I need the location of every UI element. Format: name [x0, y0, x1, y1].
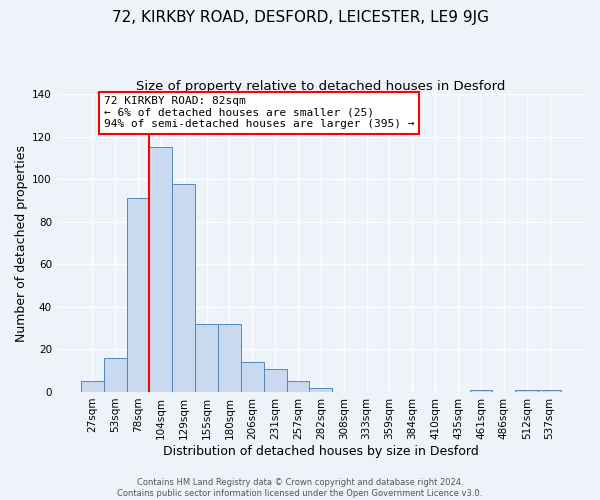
Bar — [287, 382, 310, 392]
Bar — [127, 198, 149, 392]
Bar — [310, 388, 332, 392]
Y-axis label: Number of detached properties: Number of detached properties — [15, 144, 28, 342]
Bar — [241, 362, 264, 392]
Bar — [149, 148, 172, 392]
Text: 72 KIRKBY ROAD: 82sqm
← 6% of detached houses are smaller (25)
94% of semi-detac: 72 KIRKBY ROAD: 82sqm ← 6% of detached h… — [104, 96, 414, 130]
Bar — [470, 390, 493, 392]
Bar — [172, 184, 195, 392]
Text: 72, KIRKBY ROAD, DESFORD, LEICESTER, LE9 9JG: 72, KIRKBY ROAD, DESFORD, LEICESTER, LE9… — [112, 10, 488, 25]
Bar — [81, 382, 104, 392]
Title: Size of property relative to detached houses in Desford: Size of property relative to detached ho… — [136, 80, 506, 93]
Bar — [538, 390, 561, 392]
Bar — [218, 324, 241, 392]
Text: Contains HM Land Registry data © Crown copyright and database right 2024.
Contai: Contains HM Land Registry data © Crown c… — [118, 478, 482, 498]
Bar — [195, 324, 218, 392]
Bar — [515, 390, 538, 392]
X-axis label: Distribution of detached houses by size in Desford: Distribution of detached houses by size … — [163, 444, 479, 458]
Bar — [264, 368, 287, 392]
Bar — [104, 358, 127, 392]
